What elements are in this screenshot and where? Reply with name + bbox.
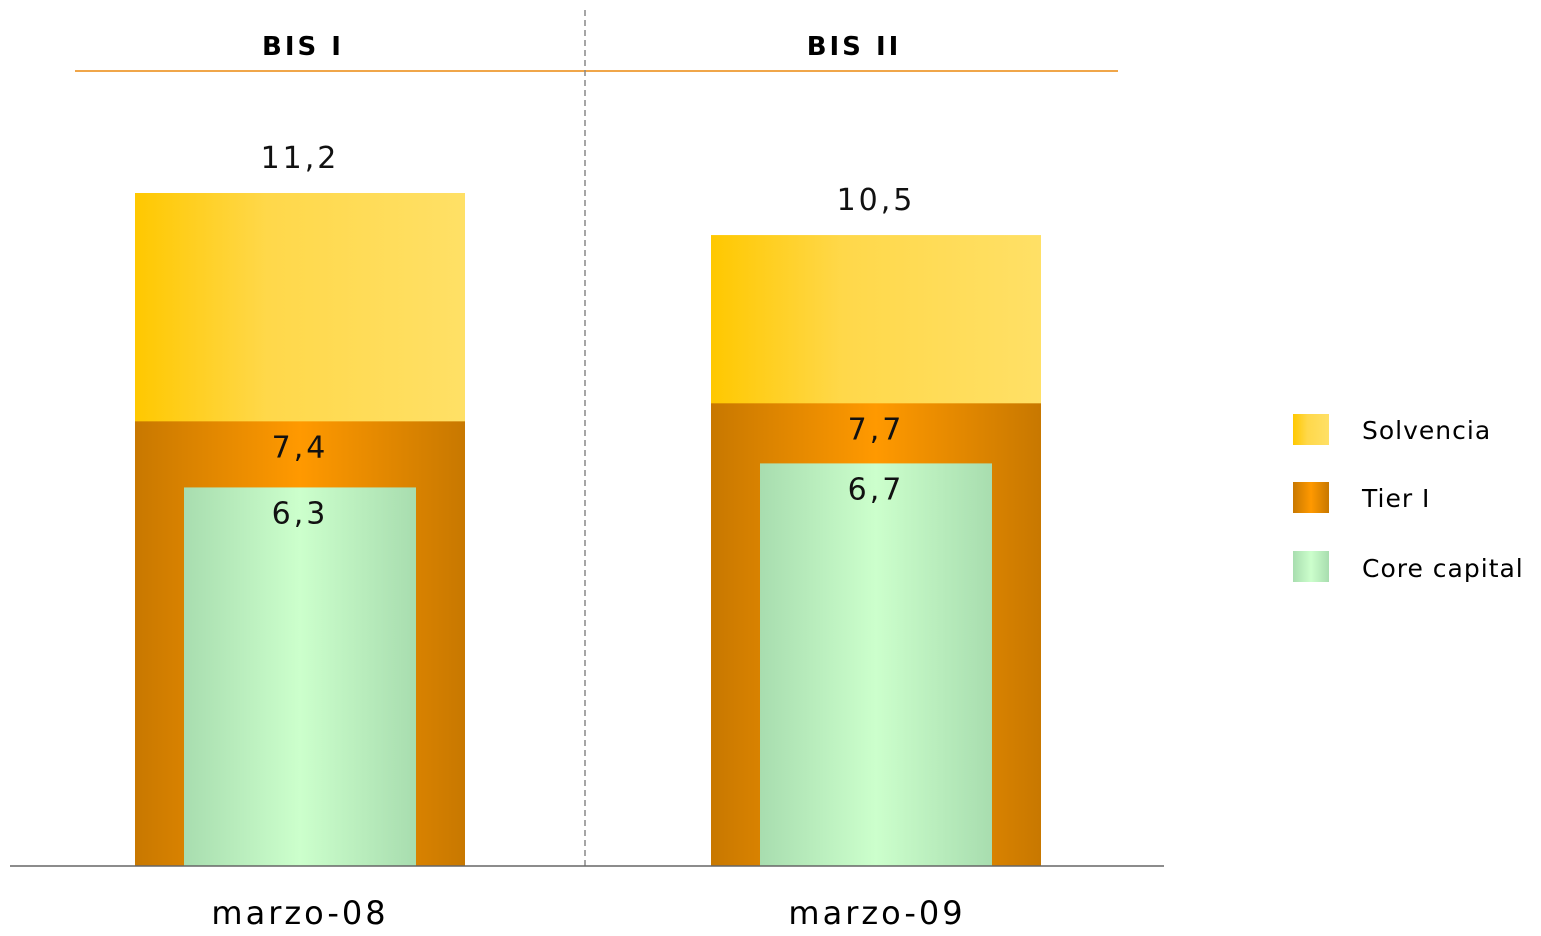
labels-group: 11,2 7,4 6,3 10,5 7,7 6,7 — [261, 141, 916, 531]
legend-swatch-core-capital — [1293, 551, 1329, 582]
data-label-core-capital-1: 6,7 — [848, 472, 905, 507]
bars-group — [135, 193, 1041, 866]
data-label-tier-i-0: 7,4 — [272, 430, 329, 465]
legend-label-solvencia: Solvencia — [1362, 416, 1491, 445]
legend-swatch-solvencia — [1293, 414, 1329, 445]
data-label-solvencia-1: 10,5 — [837, 183, 916, 218]
bar-core-capital-0 — [184, 487, 416, 866]
data-label-core-capital-0: 6,3 — [272, 496, 329, 531]
category-label-1: marzo-09 — [788, 894, 965, 932]
category-label-0: marzo-08 — [211, 894, 388, 932]
legend-label-core-capital: Core capital — [1362, 554, 1524, 583]
data-label-solvencia-0: 11,2 — [261, 141, 340, 176]
data-label-tier-i-1: 7,7 — [848, 412, 905, 447]
section-title-bis-ii: BIS II — [807, 32, 902, 62]
section-title-bis-i: BIS I — [262, 32, 344, 62]
legend-label-tier-i: Tier I — [1361, 484, 1430, 513]
legend-swatch-tier-i — [1293, 482, 1329, 513]
legend: Solvencia Tier I Core capital — [1293, 414, 1524, 583]
bar-core-capital-1 — [760, 463, 992, 866]
